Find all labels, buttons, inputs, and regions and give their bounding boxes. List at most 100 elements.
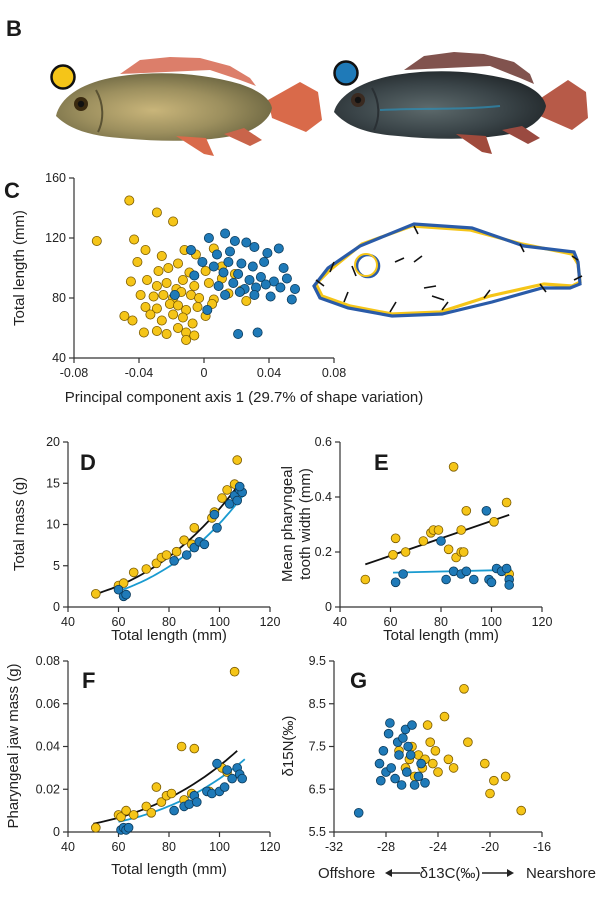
yellow-data-point: [443, 544, 454, 555]
x-tick-label: 0.08: [322, 366, 346, 380]
yellow-data-point: [151, 303, 162, 314]
x-tick-label: 60: [112, 840, 126, 854]
yellow-data-point: [501, 497, 512, 508]
yellow-data-point: [156, 315, 167, 326]
panel-letter-b: B: [6, 16, 22, 41]
panel-letter-g: G: [350, 668, 367, 693]
yellow-data-point: [189, 330, 200, 341]
blue-data-point: [403, 741, 413, 752]
y-tick-label: 40: [52, 351, 66, 365]
yellow-data-point: [172, 322, 183, 333]
yellow-data-point: [461, 505, 472, 516]
blue-data-point: [113, 584, 124, 595]
y-tick-label: 0.04: [36, 740, 60, 754]
x-tick-label: -24: [429, 840, 447, 854]
x-axis-label: Principal component axis 1 (29.7% of sha…: [65, 389, 424, 406]
blue-data-point: [169, 805, 179, 816]
x-axis-label: Total length (mm): [111, 861, 227, 878]
yellow-data-point: [161, 328, 172, 339]
blue-data-point: [436, 536, 446, 546]
blue-data-point: [197, 256, 208, 267]
blue-data-point: [461, 566, 472, 577]
y-axis-label: Total mass (g): [11, 477, 28, 571]
blue-data-point: [383, 728, 394, 739]
x-tick-label: 60: [384, 615, 398, 629]
blue-data-point: [481, 505, 492, 516]
yellow-data-point: [156, 250, 167, 261]
yellow-data-point: [479, 758, 490, 769]
blue-data-point: [259, 256, 270, 267]
blue-data-point: [213, 280, 224, 291]
blue-data-point: [185, 244, 196, 255]
yellow-data-point: [172, 300, 183, 311]
x-tick-label: -0.04: [125, 366, 154, 380]
blue-morph-fish: [334, 52, 588, 154]
yellow-data-point: [400, 547, 411, 557]
yellow-data-point: [124, 195, 135, 206]
panel-d: D 40 60 80 100 120 0 5 10 15 20 Total length (mm) T…: [11, 435, 280, 644]
yellow-data-point: [485, 788, 495, 799]
blue-data-point: [202, 304, 213, 315]
blue-data-point: [232, 495, 243, 506]
blue-data-point: [394, 750, 404, 760]
x-tick-label: 100: [209, 840, 230, 854]
yellow-data-point: [121, 805, 131, 816]
y-tick-label: 0.6: [315, 435, 332, 449]
blue-data-point: [378, 745, 389, 756]
blue-data-point: [374, 758, 385, 769]
blue-data-point: [265, 291, 276, 302]
yellow-data-point: [189, 522, 200, 533]
yellow-data-point: [500, 771, 511, 782]
yellow-data-point: [164, 298, 175, 309]
y-axis-label-line-2: tooth width (mm): [297, 468, 314, 580]
blue-data-point: [208, 261, 219, 272]
yellow-data-point: [192, 301, 203, 312]
yellow-data-point: [128, 567, 139, 578]
panel-b: B: [6, 16, 588, 156]
x-tick-label: 80: [434, 615, 448, 629]
yellow-data-point: [222, 485, 232, 495]
yellow-data-point: [91, 822, 101, 833]
blue-data-point: [192, 797, 202, 807]
yellow-data-point: [118, 578, 129, 588]
yellow-data-point: [232, 455, 243, 465]
blue-data-point: [398, 569, 408, 579]
yellow-data-point: [177, 312, 188, 323]
x-tick-label: 100: [209, 615, 230, 629]
nearshore-label: Nearshore: [526, 865, 596, 882]
panel-letter-c: C: [4, 178, 20, 203]
x-axis-label: Total length (mm): [111, 627, 227, 644]
blue-morph-marker: [333, 60, 359, 86]
y-tick-label: 0.08: [36, 654, 60, 668]
blue-data-point: [286, 294, 297, 305]
blue-data-point: [209, 509, 220, 520]
panel-g: G -32 -28 -24 -20 -16 5.5 6.5 7.5 8.5 9.5 δ15N(‰) O…: [280, 654, 596, 882]
blue-data-point: [229, 235, 240, 246]
x-tick-label: 120: [260, 615, 281, 629]
x-tick-label: 40: [61, 615, 75, 629]
blue-data-point: [401, 767, 412, 777]
panel-letter-d: D: [80, 450, 96, 475]
blue-data-point: [275, 282, 286, 293]
panel-e: E 40 60 80 100 120 0 0.2 0.4 0.6 Total length (mm…: [279, 435, 552, 644]
blue-data-point: [407, 720, 417, 730]
yellow-data-point: [145, 309, 156, 320]
x-tick-label: 80: [162, 615, 176, 629]
blue-data-point: [252, 327, 263, 338]
blue-data-point: [441, 574, 451, 585]
x-tick-label: 100: [481, 615, 502, 629]
chart-f-jaw-mass-vs-length: 40 60 80 100 120 0 0.02 0.04 0.06 0.08 Total lengt…: [5, 654, 280, 878]
blue-data-point: [220, 228, 231, 239]
blue-data-point: [249, 289, 260, 300]
yellow-data-point: [418, 536, 429, 546]
yellow-data-point: [388, 549, 398, 560]
yellow-data-point: [151, 782, 162, 792]
blue-data-point: [233, 328, 244, 339]
blue-data-point: [353, 807, 364, 818]
y-tick-label: 9.5: [309, 654, 326, 668]
panel-letter-f: F: [82, 668, 95, 693]
x-tick-label: 120: [532, 615, 553, 629]
yellow-data-point: [181, 334, 192, 345]
yellow-morph-marker: [50, 64, 76, 90]
